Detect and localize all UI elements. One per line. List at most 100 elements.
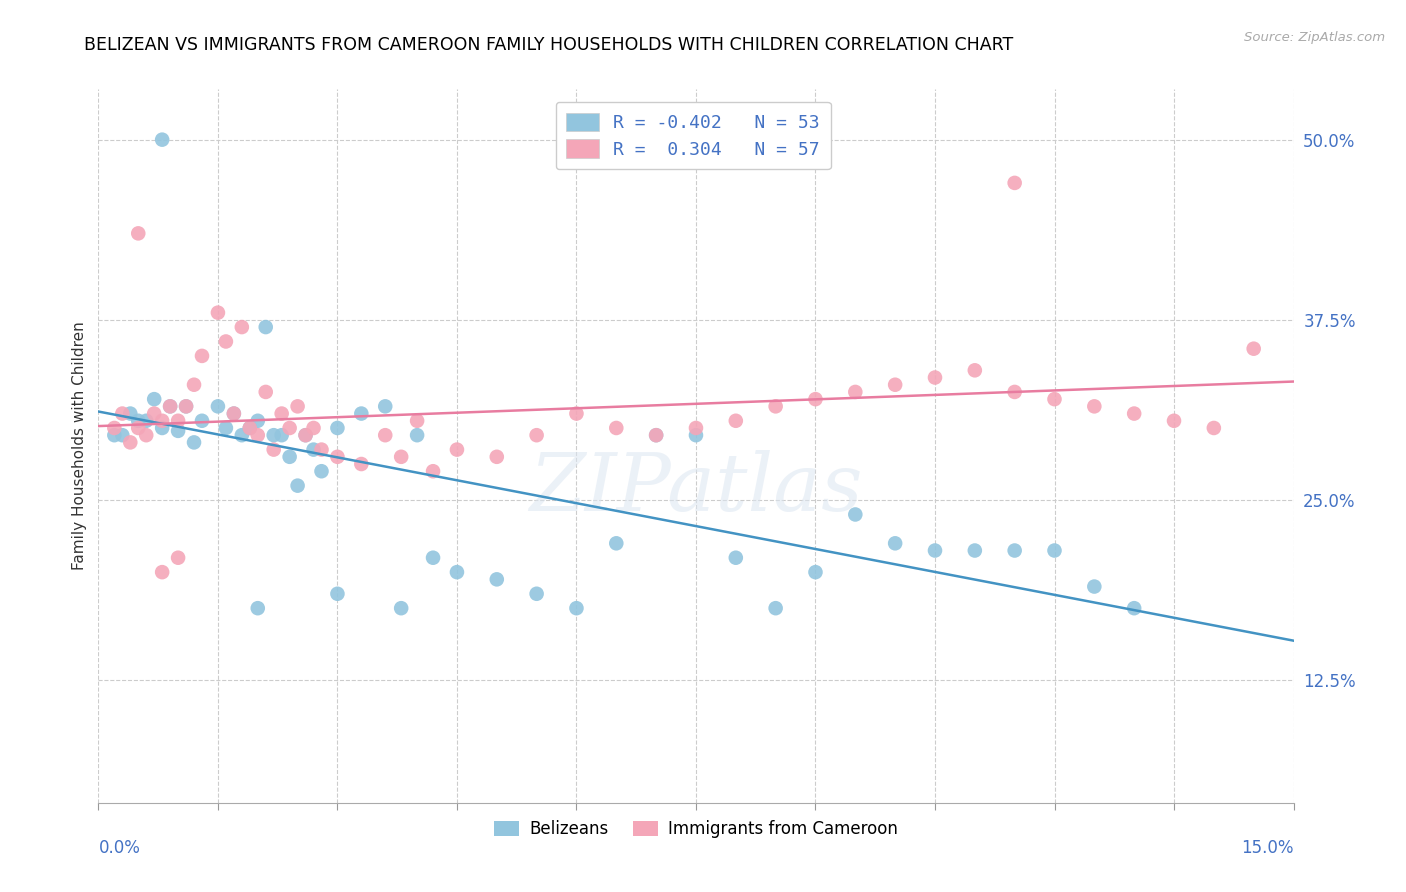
Point [270, 428, 292, 442]
Point [191, 414, 214, 428]
Point [120, 407, 142, 421]
Point [222, 407, 245, 421]
Point [207, 306, 229, 320]
Point [174, 400, 197, 414]
Point [278, 450, 301, 464]
Point [485, 572, 508, 586]
Point [724, 414, 747, 428]
Point [1043, 543, 1066, 558]
Point [174, 400, 197, 414]
Point [287, 478, 309, 492]
Point [685, 421, 707, 435]
Point [111, 407, 134, 421]
Point [127, 227, 149, 241]
Point [406, 414, 429, 428]
Point [645, 428, 668, 442]
Point [167, 414, 190, 428]
Point [565, 407, 588, 421]
Point [207, 400, 229, 414]
Point [150, 565, 173, 579]
Text: Source: ZipAtlas.com: Source: ZipAtlas.com [1244, 31, 1385, 45]
Point [844, 508, 866, 522]
Point [294, 428, 316, 442]
Point [389, 601, 412, 615]
Point [804, 392, 827, 406]
Point [526, 428, 548, 442]
Point [1202, 421, 1225, 435]
Point [422, 464, 444, 478]
Y-axis label: Family Households with Children: Family Households with Children [72, 322, 87, 570]
Point [565, 601, 588, 615]
Point [294, 428, 316, 442]
Point [326, 450, 349, 464]
Point [103, 421, 125, 435]
Text: 0.0%: 0.0% [98, 838, 141, 857]
Point [191, 349, 214, 363]
Point [1004, 176, 1026, 190]
Point [963, 363, 986, 377]
Point [150, 421, 173, 435]
Point [311, 442, 333, 457]
Point [374, 428, 396, 442]
Text: 15.0%: 15.0% [1241, 838, 1294, 857]
Point [326, 421, 349, 435]
Point [215, 421, 238, 435]
Legend: Belizeans, Immigrants from Cameroon: Belizeans, Immigrants from Cameroon [488, 814, 904, 845]
Point [246, 601, 269, 615]
Point [231, 320, 253, 334]
Point [167, 424, 190, 438]
Point [526, 587, 548, 601]
Point [263, 442, 285, 457]
Point [1123, 407, 1146, 421]
Point [127, 414, 149, 428]
Point [765, 601, 787, 615]
Point [605, 421, 627, 435]
Point [159, 400, 181, 414]
Point [270, 407, 292, 421]
Point [246, 428, 269, 442]
Point [374, 400, 396, 414]
Point [884, 377, 907, 392]
Point [1004, 543, 1026, 558]
Point [1163, 414, 1185, 428]
Point [120, 435, 142, 450]
Point [1243, 342, 1265, 356]
Point [350, 457, 373, 471]
Point [239, 421, 262, 435]
Point [167, 550, 190, 565]
Text: ZIPatlas: ZIPatlas [529, 450, 863, 527]
Point [605, 536, 627, 550]
Point [103, 428, 125, 442]
Point [135, 428, 157, 442]
Point [446, 565, 468, 579]
Point [231, 428, 253, 442]
Point [924, 543, 946, 558]
Point [150, 133, 173, 147]
Point [127, 421, 149, 435]
Point [302, 442, 325, 457]
Point [924, 370, 946, 384]
Point [254, 384, 277, 399]
Point [287, 400, 309, 414]
Point [1043, 392, 1066, 406]
Point [1083, 400, 1105, 414]
Point [215, 334, 238, 349]
Point [135, 414, 157, 428]
Point [222, 407, 245, 421]
Point [150, 414, 173, 428]
Point [254, 320, 277, 334]
Point [143, 407, 166, 421]
Point [239, 421, 262, 435]
Point [1083, 580, 1105, 594]
Point [326, 587, 349, 601]
Point [1004, 384, 1026, 399]
Point [765, 400, 787, 414]
Point [350, 407, 373, 421]
Point [685, 428, 707, 442]
Point [406, 428, 429, 442]
Point [645, 428, 668, 442]
Point [246, 414, 269, 428]
Point [263, 428, 285, 442]
Point [963, 543, 986, 558]
Point [143, 392, 166, 406]
